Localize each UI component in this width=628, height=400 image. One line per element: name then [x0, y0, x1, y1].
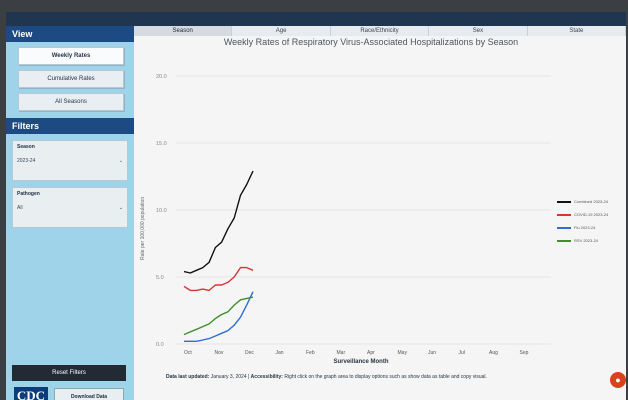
x-tick-label: Nov: [215, 350, 224, 356]
tab-state[interactable]: State: [527, 26, 626, 36]
chart-legend: Combined 2023-24 COVID-19 2023-24 Flu 2023…: [557, 195, 626, 247]
series-line: [183, 296, 254, 336]
x-tick-label: Aug: [489, 350, 498, 356]
x-tick-label: Jul: [459, 350, 465, 356]
filters-header: Filters: [6, 118, 134, 134]
x-tick-label: Oct: [184, 350, 192, 356]
series-line: [184, 291, 254, 342]
pathogen-filter-label: Pathogen: [17, 191, 40, 197]
cumulative-rates-button[interactable]: Cumulative Rates: [18, 70, 124, 88]
all-seasons-button[interactable]: All Seasons: [18, 93, 124, 111]
x-tick-label: Apr: [367, 350, 375, 356]
update-info: Data last updated: January 3, 2024 | Acc…: [166, 374, 487, 380]
legend-swatch: [557, 239, 571, 242]
y-tick-label: 0.0: [156, 342, 164, 348]
y-tick-label: 20.0: [156, 74, 167, 80]
y-axis-label: Rate per 100,000 population: [140, 197, 146, 260]
weekly-rates-button[interactable]: Weekly Rates: [18, 47, 124, 65]
tab-sex[interactable]: Sex: [429, 26, 528, 36]
series-line: [183, 170, 254, 274]
legend-item: RSV 2023-24: [557, 234, 626, 247]
series-line: [183, 266, 254, 292]
pathogen-filter[interactable]: Pathogen All ⌄: [12, 187, 128, 228]
x-tick-label: May: [398, 350, 408, 356]
chart-title: Weekly Rates of Respiratory Virus-Associ…: [223, 37, 519, 47]
tab-race-ethnicity[interactable]: Race/Ethnicity: [330, 26, 430, 36]
legend-item: Flu 2023-24: [557, 221, 626, 234]
sidebar: View Weekly Rates Cumulative Rates All S…: [6, 26, 134, 400]
legend-swatch: [557, 200, 571, 203]
x-tick-label: Feb: [306, 350, 315, 356]
season-filter-label: Season: [17, 144, 35, 150]
x-tick-label: Sep: [520, 350, 529, 356]
line-chart[interactable]: 0.0 5.0 10.0 15.0 20.0 Rate per 100,000 popul…: [126, 50, 556, 370]
accessibility-text: Right click on the graph area to display…: [284, 374, 487, 380]
x-tick-label: Dec: [245, 350, 254, 356]
legend-item: Combined 2023-24: [557, 195, 626, 208]
tab-age[interactable]: Age: [232, 26, 331, 36]
legend-swatch: [557, 213, 571, 216]
chevron-down-icon: ⌄: [118, 158, 123, 164]
x-axis-label: Surveillance Month: [334, 359, 389, 365]
legend-swatch: [557, 226, 571, 229]
x-tick-label: Mar: [337, 350, 346, 356]
chart-area[interactable]: 0.0 5.0 10.0 15.0 20.0 Rate per 100,000 popul…: [126, 50, 556, 375]
accessibility-label: Accessibility:: [250, 374, 283, 380]
download-data-button[interactable]: Download Data: [54, 388, 124, 400]
y-tick-label: 10.0: [156, 208, 167, 214]
view-header: View: [6, 26, 134, 42]
tab-bar: Season Age Race/Ethnicity Sex State: [134, 26, 626, 36]
chat-icon[interactable]: ●: [610, 372, 626, 388]
top-bar: [6, 12, 626, 26]
x-tick-label: Jun: [428, 350, 436, 356]
legend-label: Combined 2023-24: [574, 199, 609, 204]
legend-item: COVID-19 2023-24: [557, 208, 626, 221]
legend-label: COVID-19 2023-24: [574, 212, 609, 217]
chevron-down-icon: ⌄: [118, 205, 123, 211]
reset-filters-button[interactable]: Reset Filters: [12, 365, 126, 381]
tab-season[interactable]: Season: [134, 26, 233, 36]
dashboard-screen: View Weekly Rates Cumulative Rates All S…: [6, 12, 626, 400]
x-tick-label: Jan: [276, 350, 284, 356]
legend-label: Flu 2023-24: [574, 225, 596, 230]
y-tick-label: 5.0: [156, 275, 164, 281]
pathogen-filter-value: All: [17, 205, 23, 211]
updated-label: Data last updated:: [166, 374, 210, 380]
cdc-logo: CDC: [14, 387, 48, 400]
legend-label: RSV 2023-24: [574, 238, 599, 243]
season-filter[interactable]: Season 2023-24 ⌄: [12, 140, 128, 181]
y-tick-label: 15.0: [156, 141, 167, 147]
season-filter-value: 2023-24: [17, 158, 36, 164]
updated-date: January 3, 2024: [210, 374, 247, 380]
